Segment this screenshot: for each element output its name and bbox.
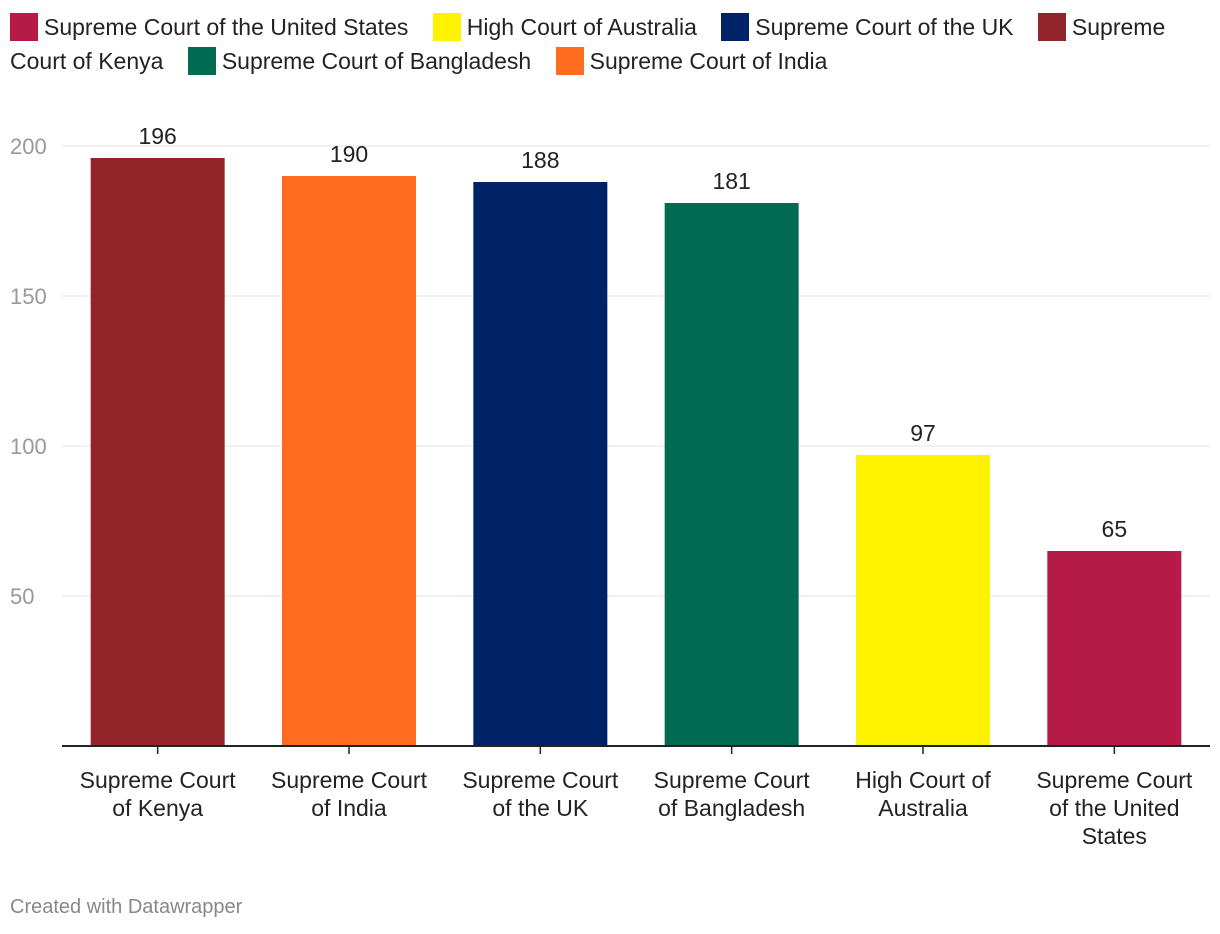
bar [282,176,416,746]
value-label: 188 [521,147,559,173]
x-category-label-line: Supreme Court [271,767,428,793]
value-label: 196 [138,123,176,149]
legend: Supreme Court of the United States High … [10,10,1210,78]
x-category-label-line: Supreme Court [462,767,619,793]
x-category-label-line: of India [311,795,387,821]
value-label: 190 [330,141,368,167]
bar [856,455,990,746]
y-tick-label: 150 [10,284,47,309]
footer-credit: Created with Datawrapper [10,896,243,918]
legend-swatch [1037,13,1066,41]
y-tick-label: 50 [10,584,34,609]
x-category-label: Supreme Court of the UK [462,767,619,821]
legend-item: Supreme Court of the UK [721,13,1014,41]
bar [90,158,225,746]
legend-swatch [187,47,216,75]
legend-label: Supreme Court of Kenya [10,14,1166,74]
value-label: 65 [1102,516,1128,542]
bar [664,203,799,746]
x-category-label-line: of the United [1049,795,1179,821]
bar [1047,551,1182,746]
y-tick-label: 100 [10,434,47,459]
legend-item: Supreme Court of Bangladesh [187,47,532,75]
x-category-label: Supreme Court of India [271,767,428,821]
x-category-label-line: Supreme Court [1036,767,1193,793]
x-category-label-line: Supreme Court [654,767,811,793]
x-category-label: High Court of Australia [855,767,991,821]
x-category-label-line: of the UK [492,795,589,821]
x-category-label-line: of Bangladesh [658,795,805,821]
x-category-label-line: States [1082,823,1147,849]
legend-label: High Court of Australia [466,14,697,40]
legend-swatch [721,13,750,41]
legend-item: Supreme Court of the United States [10,13,409,41]
bar [473,182,608,746]
value-label: 181 [712,168,750,194]
y-tick-label: 200 [10,134,47,159]
x-category-label-line: High Court of [855,767,991,793]
legend-item: Supreme Court of Kenya [10,13,1166,74]
x-category-label: Supreme Court of the United States [1036,767,1193,849]
legend-item: High Court of Australia [432,13,697,41]
x-category-label-line: of Kenya [112,795,203,821]
legend-swatch [432,13,461,41]
value-label: 97 [910,420,936,446]
legend-swatch [10,13,38,41]
legend-label: Supreme Court of Bangladesh [221,48,532,74]
x-category-label-line: Supreme Court [80,767,237,793]
x-category-label: Supreme Court of Kenya [80,767,237,821]
x-category-label: Supreme Court of Bangladesh [654,767,811,821]
legend-label: Supreme Court of India [589,48,828,74]
legend-item: Supreme Court of India [555,47,828,75]
legend-label: Supreme Court of the United States [44,14,409,40]
x-category-label-line: Australia [878,795,968,821]
legend-swatch [555,47,584,75]
legend-label: Supreme Court of the UK [755,14,1014,40]
